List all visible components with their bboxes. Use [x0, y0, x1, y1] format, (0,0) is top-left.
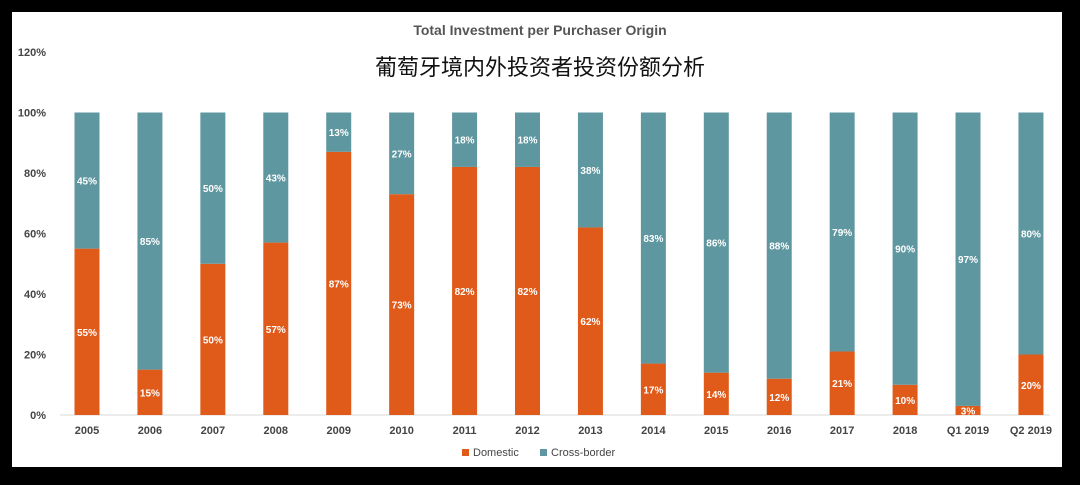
data-label: 73% — [392, 301, 412, 312]
data-label: 14% — [706, 390, 726, 401]
x-tick-label: Q2 2019 — [1010, 425, 1052, 437]
data-label: 55% — [77, 328, 97, 339]
data-label: 82% — [455, 287, 475, 298]
bar-domestic — [389, 194, 415, 415]
bar-cross-border — [577, 112, 603, 228]
x-tick-label: 2007 — [201, 425, 225, 437]
bar-domestic — [1018, 354, 1044, 415]
x-tick-label: 2017 — [830, 425, 854, 437]
x-tick-label: 2012 — [515, 425, 539, 437]
bar-cross-border — [640, 112, 666, 364]
data-label: 85% — [140, 237, 160, 248]
bar-domestic — [892, 384, 918, 415]
x-tick-label: 2018 — [893, 425, 917, 437]
bar-cross-border — [326, 112, 352, 152]
y-tick-label: 20% — [24, 350, 46, 362]
chart-title: Total Investment per Purchaser Origin — [413, 22, 666, 38]
data-label: 18% — [455, 136, 475, 147]
y-tick-label: 40% — [24, 289, 46, 301]
bar-domestic — [766, 378, 792, 415]
bar-cross-border — [137, 112, 163, 370]
bar-domestic — [955, 405, 981, 415]
bar-cross-border — [263, 112, 289, 243]
y-tick-label: 60% — [24, 229, 46, 241]
data-label: 83% — [643, 234, 663, 245]
bar-domestic — [263, 242, 289, 415]
data-label: 87% — [329, 279, 349, 290]
data-label: 82% — [518, 287, 538, 298]
y-tick-label: 80% — [24, 168, 46, 180]
bar-domestic — [577, 227, 603, 415]
bar-domestic — [640, 363, 666, 415]
data-label: 27% — [392, 149, 412, 160]
y-tick-label: 100% — [18, 108, 46, 120]
bar-cross-border — [74, 112, 100, 249]
data-label: 38% — [580, 166, 600, 177]
bar-domestic — [137, 369, 163, 415]
data-label: 15% — [140, 388, 160, 399]
data-label: 79% — [832, 228, 852, 239]
data-label: 21% — [832, 379, 852, 390]
bar-cross-border — [703, 112, 729, 373]
x-tick-label: Q1 2019 — [947, 425, 989, 437]
x-tick-label: 2011 — [453, 425, 477, 437]
data-label: 50% — [203, 335, 223, 346]
data-label: 80% — [1021, 230, 1041, 241]
data-label: 18% — [518, 136, 538, 147]
data-label: 50% — [203, 184, 223, 195]
chart-subtitle: 葡萄牙境内外投资者投资份额分析 — [375, 55, 705, 80]
bar-domestic — [829, 351, 855, 415]
data-label: 90% — [895, 245, 915, 256]
bar-cross-border — [766, 112, 792, 379]
data-label: 62% — [580, 317, 600, 328]
data-label: 97% — [958, 255, 978, 266]
data-label: 10% — [895, 396, 915, 407]
bar-cross-border — [955, 112, 981, 406]
data-label: 3% — [961, 406, 976, 417]
bar-cross-border — [829, 112, 855, 352]
bar-cross-border — [1018, 112, 1044, 355]
legend-swatch — [540, 449, 547, 456]
x-tick-label: 2005 — [75, 425, 99, 437]
data-label: 13% — [329, 128, 349, 139]
bar-cross-border — [452, 112, 478, 167]
legend-label: Cross-border — [551, 447, 616, 459]
data-label: 17% — [643, 385, 663, 396]
bar-cross-border — [515, 112, 541, 167]
bar-domestic — [200, 263, 226, 415]
bar-domestic — [74, 248, 100, 415]
x-tick-label: 2009 — [326, 425, 350, 437]
bar-cross-border — [200, 112, 226, 264]
bar-cross-border — [892, 112, 918, 385]
bar-domestic — [703, 372, 729, 415]
data-label: 45% — [77, 177, 97, 188]
data-label: 88% — [769, 242, 789, 253]
bar-domestic — [326, 151, 352, 415]
x-tick-label: 2008 — [264, 425, 288, 437]
x-tick-label: 2006 — [138, 425, 162, 437]
bar-domestic — [515, 166, 541, 415]
data-label: 43% — [266, 174, 286, 185]
y-tick-label: 120% — [18, 47, 46, 59]
bar-cross-border — [389, 112, 415, 195]
x-tick-label: 2015 — [704, 425, 728, 437]
data-label: 20% — [1021, 381, 1041, 392]
legend-swatch — [462, 449, 469, 456]
data-label: 12% — [769, 393, 789, 404]
y-tick-label: 0% — [30, 410, 46, 422]
x-tick-label: 2010 — [389, 425, 413, 437]
x-tick-label: 2016 — [767, 425, 791, 437]
x-tick-label: 2013 — [578, 425, 602, 437]
legend-label: Domestic — [473, 447, 519, 459]
x-tick-label: 2014 — [641, 425, 666, 437]
data-label: 86% — [706, 239, 726, 250]
bar-domestic — [452, 166, 478, 415]
data-label: 57% — [266, 325, 286, 336]
